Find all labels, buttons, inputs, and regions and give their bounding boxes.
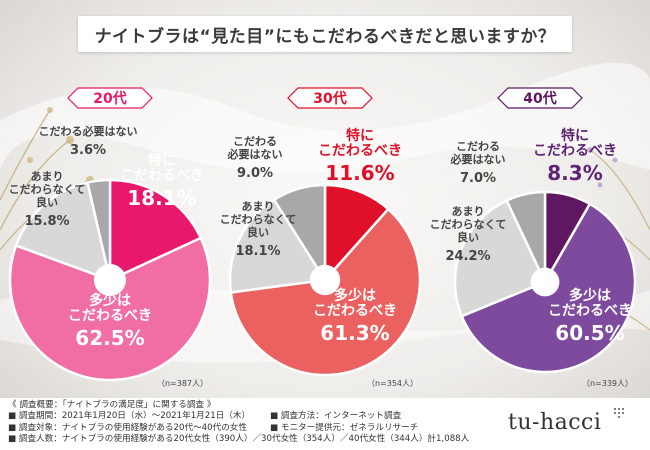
slice-label: こだわらなくて xyxy=(430,218,507,231)
question-title-box: ナイトブラは“見た目”にもこだわるべきだと思いますか？ xyxy=(78,16,572,52)
slice-label: こだわる必要はない xyxy=(39,124,138,138)
slice-value-label: 60.5% xyxy=(555,321,624,345)
slice-label: こだわるべき xyxy=(533,143,617,159)
slice-value-label: 8.3% xyxy=(547,161,602,185)
slice-value-label: 7.0% xyxy=(460,171,496,186)
pie-center-hole xyxy=(309,264,341,296)
pie-slice xyxy=(272,183,327,285)
question-title: ナイトブラは“見た目”にもこだわるべきだと思いますか？ xyxy=(94,26,556,47)
slice-label: こだわるべき xyxy=(313,303,397,319)
slice-label: こだわる xyxy=(233,135,277,148)
age-badge-box xyxy=(287,87,373,109)
slice-label: あまり xyxy=(452,205,485,218)
pie-slice xyxy=(86,178,112,281)
pie-slice xyxy=(228,198,328,294)
slice-label: こだわらなくて xyxy=(9,183,86,196)
slice-label: こだわるべき xyxy=(68,308,152,324)
brand-logo: tu-hacci xyxy=(508,410,602,435)
pie-chart-30代: 30代特にこだわるべき11.6%多少はこだわるべき61.3%あまりこだわらなくて… xyxy=(220,87,422,388)
slice-label: 多少は xyxy=(569,287,611,304)
age-badge-label: 20代 xyxy=(93,90,126,107)
age-badge-box xyxy=(497,87,583,109)
slice-label: こだわるべき xyxy=(548,303,632,319)
slice-label: あまり xyxy=(31,170,64,183)
pie-slice xyxy=(8,236,212,382)
slice-label: 特に xyxy=(148,152,176,169)
slice-value-label: 62.5% xyxy=(75,326,144,350)
sample-size-label: （n=354人） xyxy=(367,379,418,388)
slice-value-label: 18.1% xyxy=(235,244,280,259)
survey-note-count: ■ 調査人数：ナイトブラの使用経験がある20代女性（390人）／30代女性（35… xyxy=(8,433,470,444)
slice-value-label: 61.3% xyxy=(320,321,389,345)
slice-label: こだわるべき xyxy=(318,143,402,159)
pie-slice xyxy=(14,181,112,282)
slice-label: こだわらなくて xyxy=(220,213,297,226)
age-badge-label: 30代 xyxy=(313,90,346,107)
survey-footer: 《 調査概要：「ナイトブラの満足度」に関する調査 》 ■ 調査期間：2021年1… xyxy=(0,398,650,450)
slice-label: 特に xyxy=(561,127,589,144)
slice-value-label: 11.6% xyxy=(325,161,394,185)
survey-note-period: ■ 調査期間：2021年1月20日（水）～2021年1月21日（木） xyxy=(8,411,251,422)
slice-value-label: 18.1% xyxy=(127,186,196,210)
pie-slice xyxy=(108,178,203,282)
age-badge: 20代 xyxy=(67,87,153,109)
slice-label: 特に xyxy=(346,127,374,144)
sample-size-label: （n=339人） xyxy=(582,379,633,388)
pie-slice xyxy=(323,183,391,284)
slice-label: あまり xyxy=(242,200,275,213)
slice-value-label: 24.2% xyxy=(445,249,490,264)
pie-center-hole xyxy=(530,267,560,297)
pie-chart-20代: 20代特にこだわるべき18.1%多少はこだわるべき62.5%あまりこだわらなくて… xyxy=(8,87,212,388)
slice-label: こだわる xyxy=(456,140,500,153)
age-badge-label: 40代 xyxy=(523,90,556,107)
pie-chart-40代: 40代特にこだわるべき8.3%多少はこだわるべき60.5%あまりこだわらなくて良… xyxy=(430,87,637,388)
slice-value-label: 3.6% xyxy=(70,143,106,158)
slice-label: 良い xyxy=(247,225,269,239)
age-badge: 40代 xyxy=(497,87,583,109)
pie-slice xyxy=(453,198,547,318)
slice-label: 必要はない xyxy=(450,152,506,166)
survey-note-target: ■ 調査対象：ナイトブラの使用経験がある20代～40代の女性 xyxy=(8,422,247,433)
pie-center-hole xyxy=(94,264,126,296)
pie-slice xyxy=(505,190,547,283)
slice-label: 多少は xyxy=(89,292,131,309)
slice-value-label: 15.8% xyxy=(24,214,69,229)
sample-size-label: （n=387人） xyxy=(157,379,208,388)
age-badge: 30代 xyxy=(287,87,373,109)
survey-note-provider: ■ モニター提供元：ゼネラルリサーチ xyxy=(270,422,419,433)
slice-label: 多少は xyxy=(334,287,376,304)
survey-notes: 《 調査概要：「ナイトブラの満足度」に関する調査 》 ■ 調査期間：2021年1… xyxy=(8,400,469,445)
survey-note-header: 《 調査概要：「ナイトブラの満足度」に関する調査 》 xyxy=(8,400,216,410)
slice-value-label: 9.0% xyxy=(237,166,273,181)
logo-dots-icon xyxy=(614,408,624,418)
slice-label: 良い xyxy=(36,195,58,209)
pie-charts-area: 20代特にこだわるべき18.1%多少はこだわるべき62.5%あまりこだわらなくて… xyxy=(8,87,637,388)
age-badge-box xyxy=(67,87,153,109)
slice-label: 良い xyxy=(457,230,479,244)
slice-label: 必要はない xyxy=(227,147,283,161)
survey-note-method: ■ 調査方法：インターネット調査 xyxy=(270,411,402,422)
slice-label: こだわるべき xyxy=(120,168,204,184)
